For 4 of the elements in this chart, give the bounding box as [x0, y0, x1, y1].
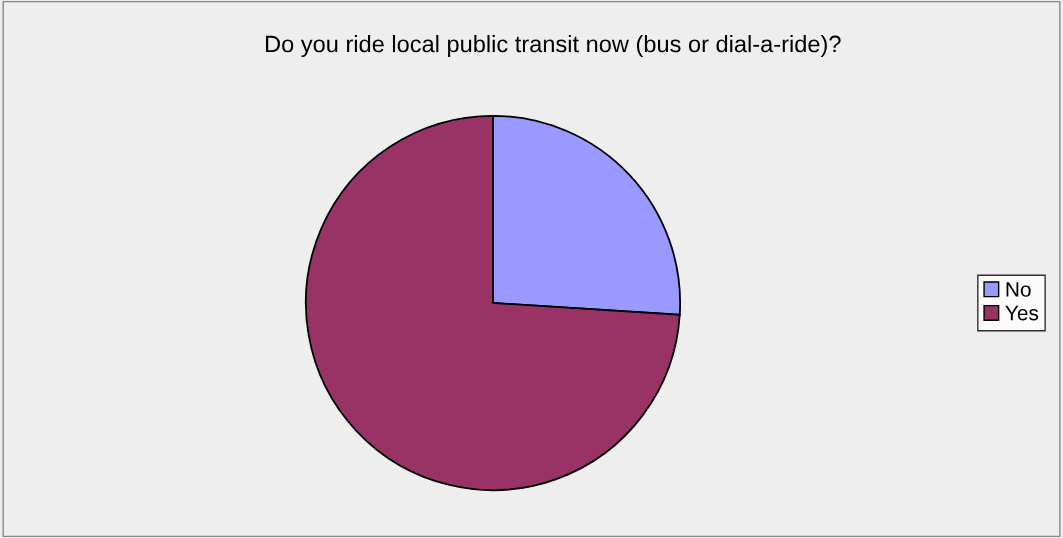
pie-slice	[305, 114, 681, 492]
legend-label: No	[1006, 282, 1031, 297]
legend-label: Yes	[1005, 305, 1039, 321]
chart-title: Do you ride local public transit now (bus or dial-a-ride)?	[266, 35, 841, 57]
